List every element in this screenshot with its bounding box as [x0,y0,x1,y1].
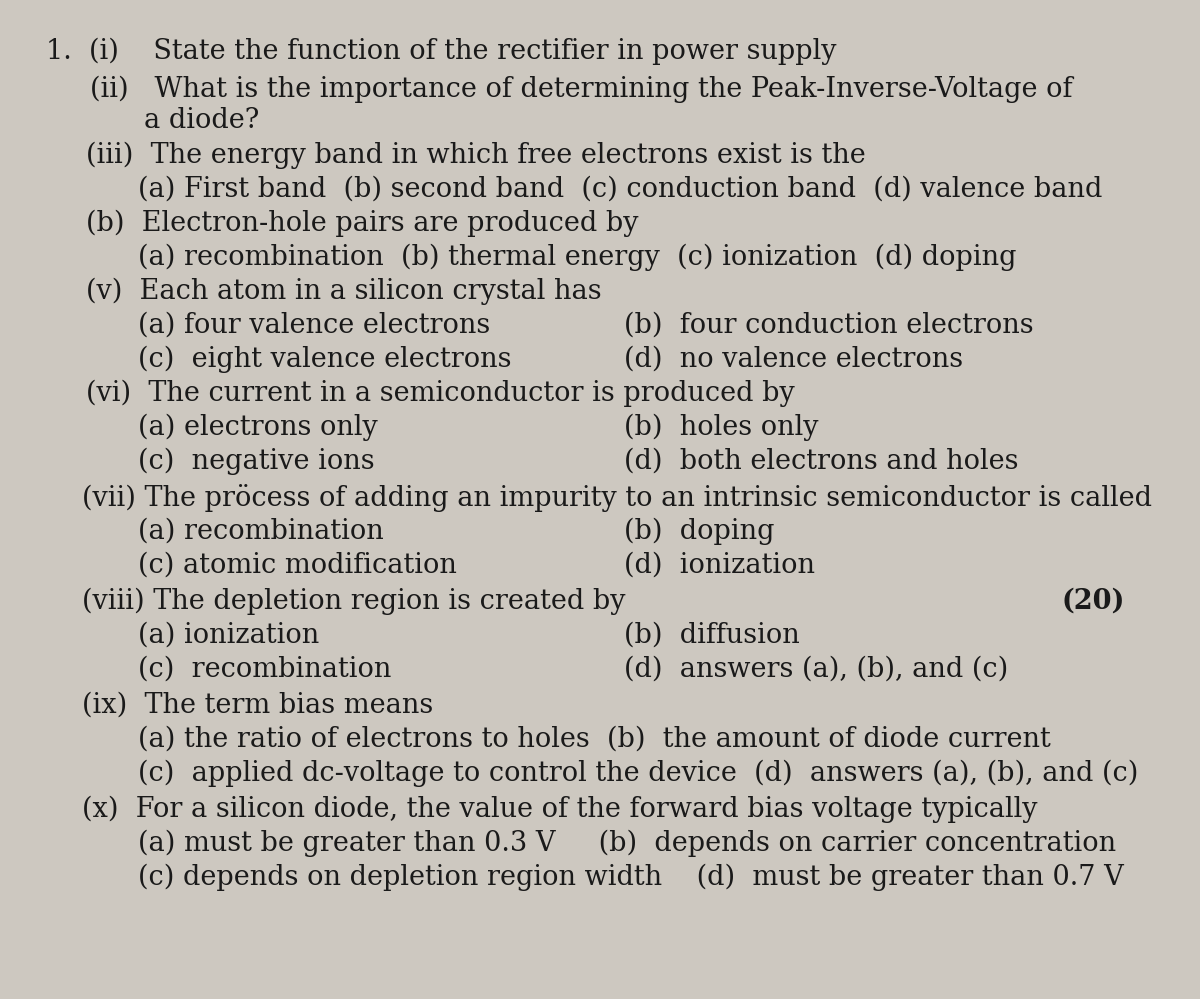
Text: (a) must be greater than 0.3 V     (b)  depends on carrier concentration: (a) must be greater than 0.3 V (b) depen… [138,829,1116,856]
Text: (b)  doping: (b) doping [624,517,774,544]
Text: (d)  ionization: (d) ionization [624,551,815,578]
Text: (d)  no valence electrons: (d) no valence electrons [624,346,964,373]
Text: (a) recombination  (b) thermal energy  (c) ionization  (d) doping: (a) recombination (b) thermal energy (c)… [138,244,1016,271]
Text: (ii)   What is the importance of determining the Peak-Inverse-Voltage of: (ii) What is the importance of determini… [90,76,1073,103]
Text: (iii)  The energy band in which free electrons exist is the: (iii) The energy band in which free elec… [86,142,866,169]
Text: (d)  both electrons and holes: (d) both electrons and holes [624,448,1019,475]
Text: (vii) The pröcess of adding an impurity to an intrinsic semiconductor is called: (vii) The pröcess of adding an impurity … [82,484,1152,511]
Text: (a) four valence electrons: (a) four valence electrons [138,312,491,339]
Text: (a) recombination: (a) recombination [138,517,384,544]
Text: (20): (20) [1062,587,1126,614]
Text: (c)  negative ions: (c) negative ions [138,448,374,475]
Text: (c)  recombination: (c) recombination [138,655,391,682]
Text: (c) depends on depletion region width    (d)  must be greater than 0.7 V: (c) depends on depletion region width (d… [138,863,1123,890]
Text: (a) the ratio of electrons to holes  (b)  the amount of diode current: (a) the ratio of electrons to holes (b) … [138,725,1051,752]
Text: (b)  diffusion: (b) diffusion [624,621,799,648]
Text: (c)  eight valence electrons: (c) eight valence electrons [138,346,511,373]
Text: (viii) The depletion region is created by: (viii) The depletion region is created b… [82,587,625,614]
Text: (b)  Electron-hole pairs are produced by: (b) Electron-hole pairs are produced by [86,210,638,237]
Text: 1.  (i)    State the function of the rectifier in power supply: 1. (i) State the function of the rectifi… [46,38,836,65]
Text: (a) First band  (b) second band  (c) conduction band  (d) valence band: (a) First band (b) second band (c) condu… [138,176,1103,203]
Text: (v)  Each atom in a silicon crystal has: (v) Each atom in a silicon crystal has [86,278,602,305]
Text: (c) atomic modification: (c) atomic modification [138,551,457,578]
Text: (c)  applied dc-voltage to control the device  (d)  answers (a), (b), and (c): (c) applied dc-voltage to control the de… [138,759,1139,786]
Text: (vi)  The current in a semiconductor is produced by: (vi) The current in a semiconductor is p… [86,380,796,407]
Text: (a) ionization: (a) ionization [138,621,319,648]
Text: (a) electrons only: (a) electrons only [138,414,378,441]
Text: (d)  answers (a), (b), and (c): (d) answers (a), (b), and (c) [624,655,1008,682]
Text: (x)  For a silicon diode, the value of the forward bias voltage typically: (x) For a silicon diode, the value of th… [82,795,1037,822]
Text: (ix)  The term bias means: (ix) The term bias means [82,691,433,718]
Text: (b)  four conduction electrons: (b) four conduction electrons [624,312,1033,339]
Text: (b)  holes only: (b) holes only [624,414,818,441]
Text: a diode?: a diode? [144,107,259,134]
